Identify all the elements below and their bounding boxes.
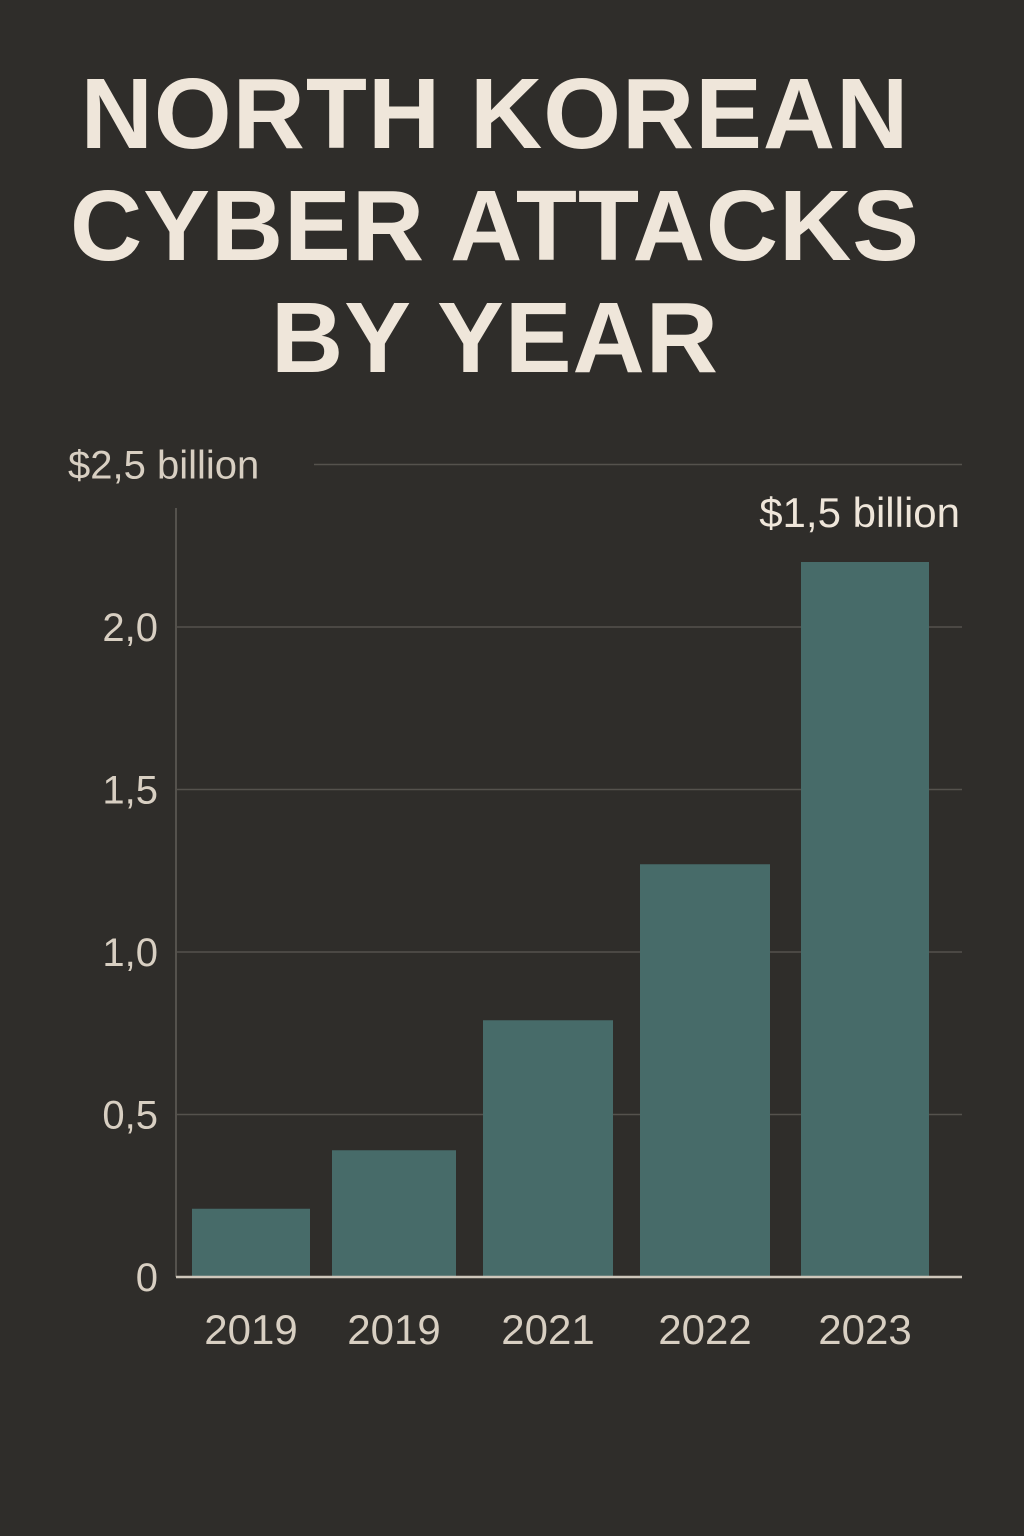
x-tick-label: 2019 [204,1306,297,1353]
y-tick-label: 1,0 [102,931,158,975]
x-tick-label: 2021 [501,1306,594,1353]
bars [192,562,929,1277]
bar-2019-0 [192,1208,310,1277]
x-tick-label: 2022 [658,1306,751,1353]
x-tick-label: 2023 [818,1306,911,1353]
title-line-1: NORTH KOREAN [80,58,910,170]
axes [175,508,962,1279]
bar-2019-1 [332,1150,456,1277]
title-line-2: CYBER ATTACKS [69,170,920,282]
y-tick-label: 0,5 [102,1094,158,1138]
chart-title: NORTH KOREAN CYBER ATTACKS BY YEAR [0,58,990,394]
bar-2021-2 [483,1020,613,1277]
bar-2023-4 [801,562,929,1277]
x-tick-label: 2019 [347,1306,440,1353]
y-tick-label: 0 [136,1256,158,1300]
title-line-3: BY YEAR [271,282,719,394]
bar-2022-3 [640,864,770,1277]
labels: 0 0,5 1,0 1,5 2,0 $2,5 billion 2019 2019 2021 202… [68,444,960,1354]
bar-annotation: $1,5 billion [759,489,960,536]
y-tick-label: 1,5 [102,769,158,813]
y-tick-label: 2,0 [102,606,158,650]
y-tick-label: $2,5 billion [68,444,259,488]
